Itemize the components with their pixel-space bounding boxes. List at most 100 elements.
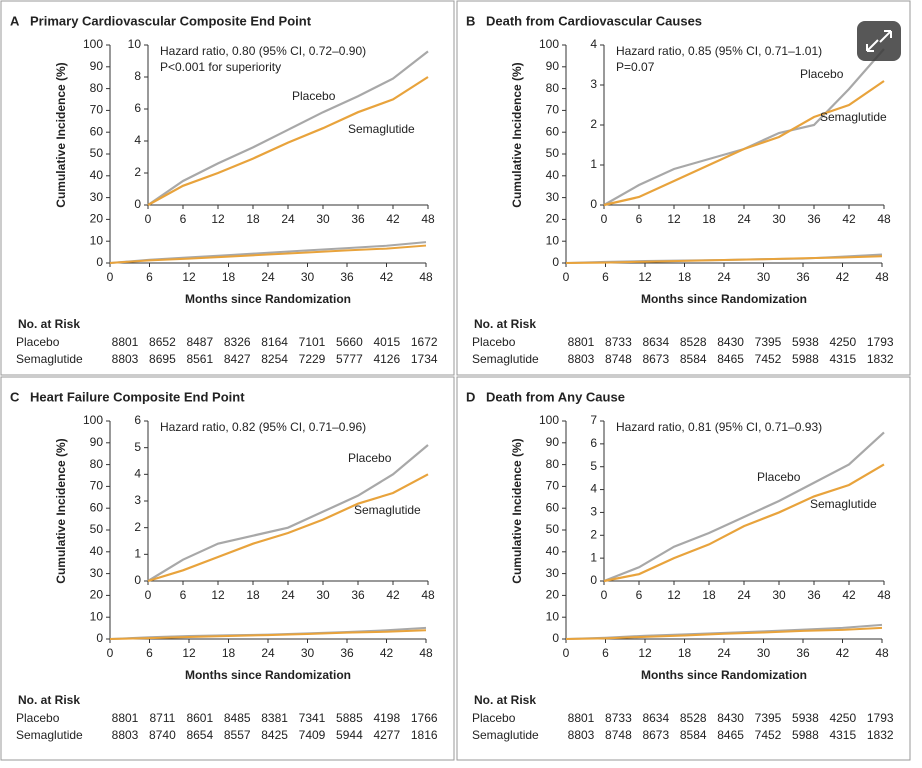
risk-value: 1793 [867,335,894,349]
risk-value: 4277 [373,728,400,742]
x-tick-label: 12 [182,270,196,284]
inset-y-tick-label: 4 [134,467,141,481]
panel-label: B [466,13,475,28]
risk-value: 8254 [261,352,288,366]
inset-line [147,50,429,206]
annotation: P=0.07 [616,60,655,74]
inset-y-tick-label: 7 [590,413,597,427]
risk-value: 5938 [792,335,819,349]
y-tick-label: 10 [90,609,104,623]
inset-x-tick-label: 48 [421,212,435,226]
y-tick-label: 20 [546,212,560,226]
risk-value: 4315 [829,728,856,742]
x-tick-label: 0 [563,270,570,284]
inset-x-tick-label: 36 [351,212,365,226]
inset-y-tick-label: 4 [590,37,597,51]
y-tick-label: 70 [90,479,104,493]
y-tick-label: 20 [90,212,104,226]
risk-value: 7395 [755,711,782,725]
panel-border [456,0,911,376]
risk-value: 8740 [149,728,176,742]
risk-row-name: Semaglutide [472,728,539,742]
y-tick-label: 50 [90,522,104,536]
risk-value: 8733 [605,711,632,725]
risk-value: 8465 [717,728,744,742]
inset-line [147,444,429,582]
y-tick-label: 40 [546,544,560,558]
risk-title: No. at Risk [474,317,536,331]
inset-y-tick-label: 2 [134,520,141,534]
y-tick-label: 90 [546,59,560,73]
expand-button-bg[interactable] [857,21,901,61]
y-tick-label: 40 [90,544,104,558]
risk-value: 8748 [605,728,632,742]
outer-line [109,244,427,264]
annotation: Hazard ratio, 0.81 (95% CI, 0.71–0.93) [616,420,822,434]
x-tick-label: 48 [419,270,433,284]
inset-x-tick-label: 42 [386,588,400,602]
expand-icon[interactable] [866,30,892,52]
risk-value: 8430 [717,335,744,349]
inset-y-tick-label: 3 [590,505,597,519]
x-tick-label: 12 [182,646,196,660]
y-tick-label: 90 [90,59,104,73]
annotation: Hazard ratio, 0.80 (95% CI, 0.72–0.90) [160,44,366,58]
x-tick-label: 18 [222,270,236,284]
risk-value: 5885 [336,711,363,725]
inset-y-tick-label: 4 [590,482,597,496]
x-axis-label: Months since Randomization [641,668,807,682]
series-label: Placebo [800,67,844,81]
risk-value: 7409 [299,728,326,742]
panel-title: Death from Any Cause [486,389,625,404]
inset-y-tick-label: 8 [134,69,141,83]
inset-x-tick-label: 6 [636,212,643,226]
risk-value: 4250 [829,711,856,725]
x-tick-label: 36 [340,270,354,284]
risk-value: 5988 [792,728,819,742]
risk-row-name: Placebo [472,335,516,349]
x-tick-label: 36 [796,646,810,660]
inset-line [603,80,885,207]
risk-value: 8634 [642,711,669,725]
risk-value: 1832 [867,352,894,366]
risk-value: 8528 [680,335,707,349]
series-label: Semaglutide [820,110,887,124]
inset-x-tick-label: 30 [772,588,786,602]
risk-title: No. at Risk [18,693,80,707]
y-tick-label: 10 [546,609,560,623]
panel-label: C [10,389,20,404]
inset-y-tick-label: 0 [134,197,141,211]
inset-x-tick-label: 12 [211,588,225,602]
y-tick-label: 10 [546,233,560,247]
y-axis-label: Cumulative Incidence (%) [510,62,524,207]
x-tick-label: 42 [836,270,850,284]
risk-value: 8801 [568,335,595,349]
inset-x-tick-label: 24 [737,588,751,602]
x-axis-label: Months since Randomization [185,292,351,306]
y-tick-label: 60 [90,124,104,138]
y-tick-label: 90 [546,435,560,449]
x-tick-label: 18 [678,270,692,284]
y-tick-label: 30 [90,190,104,204]
annotation: Hazard ratio, 0.85 (95% CI, 0.71–1.01) [616,44,822,58]
panel-title: Death from Cardiovascular Causes [486,13,702,28]
expand-button[interactable] [857,21,901,61]
risk-value: 8557 [224,728,251,742]
x-tick-label: 24 [717,270,731,284]
outer-line [565,626,883,640]
risk-value: 7452 [755,728,782,742]
x-tick-label: 0 [107,270,114,284]
risk-value: 8801 [112,711,139,725]
panel-label: A [10,13,20,28]
risk-value: 8803 [112,728,139,742]
y-tick-label: 80 [90,81,104,95]
inset-y-tick-label: 2 [590,117,597,131]
y-tick-label: 50 [546,146,560,160]
risk-value: 1816 [411,728,438,742]
inset-x-tick-label: 0 [601,212,608,226]
outer-line [109,629,427,640]
inset-x-tick-label: 30 [316,588,330,602]
inset-x-tick-label: 12 [667,212,681,226]
inset-y-tick-label: 1 [134,547,141,561]
y-axis-label: Cumulative Incidence (%) [510,438,524,583]
